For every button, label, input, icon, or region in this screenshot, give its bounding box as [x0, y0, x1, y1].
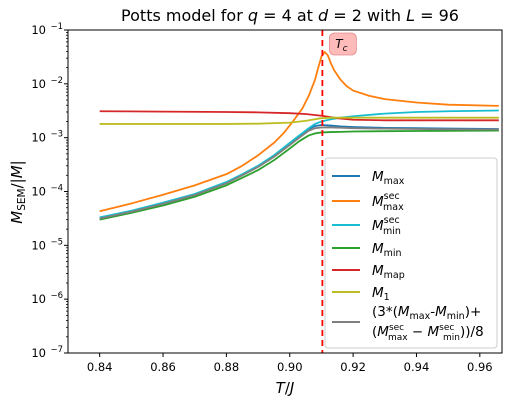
series-line-4 [99, 110, 499, 122]
chart-title: Potts model for q = 4 at d = 2 with L = … [121, 6, 459, 25]
legend-label-combined-line1: (3*(Mmax-Mmin)+ [372, 304, 481, 322]
x-tick-label: 0.94 [404, 360, 430, 374]
series-line-6 [99, 126, 499, 220]
x-tick-label: 0.96 [467, 360, 493, 374]
y-tick-label: 10 −3 [31, 130, 63, 145]
legend-label-m-max-sec: Msec max [372, 191, 404, 213]
y-tick-label: 10 −7 [31, 345, 63, 360]
series-line-3 [99, 129, 499, 221]
legend-label-m-min: Mmin [372, 241, 402, 259]
tc-annotation-box [328, 32, 357, 56]
x-tick-label: 0.90 [277, 360, 303, 374]
tc-annotation: Tc [328, 32, 357, 56]
series-line-5 [99, 116, 499, 125]
y-tick-label: 10 −1 [31, 22, 63, 37]
y-tick-label: 10 −2 [31, 76, 63, 91]
legend-label-m-min-sec: Msec min [372, 215, 401, 237]
x-tick-label: 0.86 [150, 360, 176, 374]
tc-annotation-label: Tc [335, 37, 347, 54]
x-axis-ticks: 0.84 0.86 0.88 0.90 0.92 0.94 0.96 [87, 353, 493, 374]
series-lines [99, 51, 499, 221]
y-tick-label: 10 −6 [31, 291, 63, 306]
legend-label-m-max: Mmax [372, 169, 405, 187]
series-line-2 [99, 109, 499, 219]
legend-label-combined-line2: (Msec max − Msec min))/8 [372, 323, 484, 343]
x-tick-label: 0.84 [87, 360, 113, 374]
series-line-1 [99, 51, 499, 213]
legend: Mmax Msec max Msec min Mmin Mmap M1 (3*(Mm… [324, 157, 498, 349]
legend-box [324, 157, 498, 349]
legend-label-m-1: M1 [372, 285, 390, 303]
x-tick-label: 0.88 [214, 360, 240, 374]
legend-label-m-map: Mmap [372, 263, 405, 281]
x-tick-label: 0.92 [340, 360, 366, 374]
y-axis-label: MSEM/|M| [8, 160, 28, 223]
y-tick-label: 10 −4 [31, 184, 63, 199]
y-axis-ticks: 10−7 10−6 10−5 10−4 10−3 10−2 10−1 [31, 22, 68, 360]
y-tick-label: 10 −5 [31, 237, 63, 252]
x-axis-label: T/J [276, 379, 295, 397]
